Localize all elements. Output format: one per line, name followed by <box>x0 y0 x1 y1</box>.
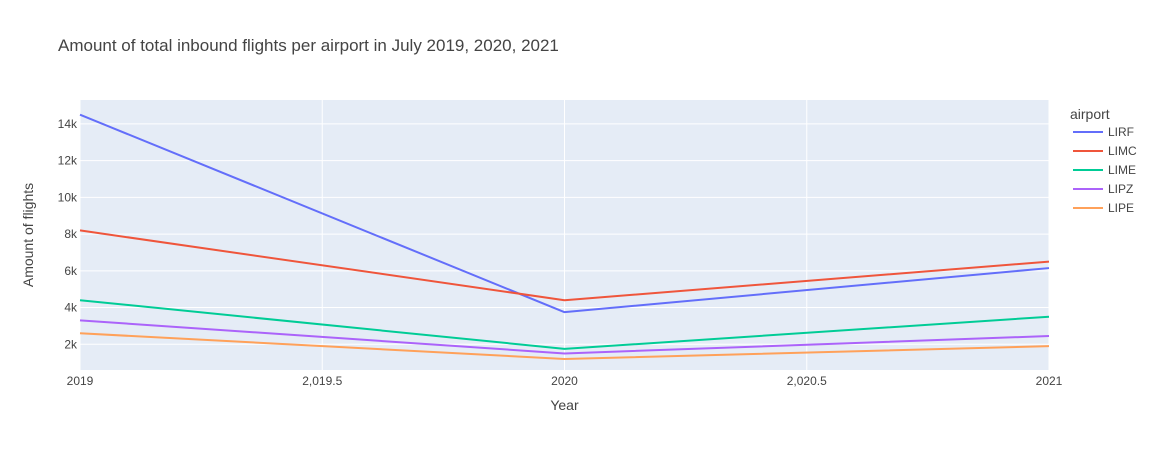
y-tick-label: 6k <box>64 264 78 278</box>
legend-label: LIMC <box>1108 144 1137 158</box>
legend[interactable]: airport LIRF LIMC LIME LIPZ LIPE <box>1070 106 1137 215</box>
legend-item-limc[interactable]: LIMC <box>1073 144 1137 158</box>
series-line-limc[interactable] <box>79 229 1050 302</box>
legend-label: LIPE <box>1108 201 1134 215</box>
x-tick-label: 2020 <box>551 374 578 388</box>
x-axis-title: Year <box>550 397 579 413</box>
y-tick-label: 10k <box>58 190 78 204</box>
series-lines[interactable] <box>79 113 1050 360</box>
legend-label: LIRF <box>1108 125 1134 139</box>
legend-item-lipe[interactable]: LIPE <box>1073 201 1134 215</box>
grid-lines <box>79 100 1050 370</box>
y-tick-label: 8k <box>64 227 78 241</box>
x-tick-label: 2021 <box>1036 374 1063 388</box>
legend-item-lipz[interactable]: LIPZ <box>1073 182 1133 196</box>
y-tick-label: 12k <box>58 154 78 168</box>
series-line-lipe[interactable] <box>79 332 1050 360</box>
legend-item-lime[interactable]: LIME <box>1073 163 1136 177</box>
x-tick-labels: 2019 2,019.5 2020 2,020.5 2021 <box>67 374 1063 388</box>
series-line-lirf[interactable] <box>79 113 1050 314</box>
legend-label: LIME <box>1108 163 1136 177</box>
y-axis-title: Amount of flights <box>20 183 36 287</box>
y-tick-label: 4k <box>64 301 78 315</box>
x-tick-label: 2,020.5 <box>787 374 827 388</box>
x-tick-label: 2019 <box>67 374 94 388</box>
y-tick-label: 2k <box>64 337 78 351</box>
series-line-lime[interactable] <box>79 299 1050 350</box>
legend-label: LIPZ <box>1108 182 1133 196</box>
legend-title: airport <box>1070 106 1110 122</box>
x-tick-label: 2,019.5 <box>302 374 342 388</box>
legend-item-lirf[interactable]: LIRF <box>1073 125 1134 139</box>
y-tick-label: 14k <box>58 117 78 131</box>
chart-title: Amount of total inbound flights per airp… <box>58 36 559 55</box>
series-line-lipz[interactable] <box>79 319 1050 355</box>
y-tick-labels: 2k 4k 6k 8k 10k 12k 14k <box>58 117 78 351</box>
